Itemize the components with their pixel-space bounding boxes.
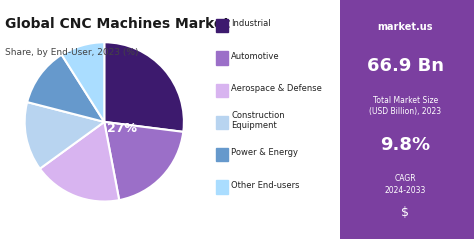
- Text: Construction
Equipment: Construction Equipment: [231, 111, 285, 130]
- Text: 9.8%: 9.8%: [380, 136, 430, 154]
- Text: Power & Energy: Power & Energy: [231, 148, 298, 158]
- Text: Automotive: Automotive: [231, 52, 280, 61]
- Text: Aerospace & Defense: Aerospace & Defense: [231, 84, 322, 93]
- Text: CAGR
2024-2033: CAGR 2024-2033: [384, 174, 426, 195]
- Text: 27%: 27%: [107, 122, 137, 135]
- Text: Total Market Size
(USD Billion), 2023: Total Market Size (USD Billion), 2023: [369, 96, 441, 116]
- Text: Share, by End-User, 2023 (%): Share, by End-User, 2023 (%): [5, 48, 138, 57]
- Wedge shape: [25, 102, 104, 169]
- Text: market.us: market.us: [377, 22, 433, 32]
- Text: Other End-users: Other End-users: [231, 181, 300, 190]
- Wedge shape: [27, 55, 104, 122]
- Text: 66.9 Bn: 66.9 Bn: [367, 57, 444, 75]
- Text: Global CNC Machines Market: Global CNC Machines Market: [5, 17, 230, 31]
- Text: $: $: [401, 206, 409, 218]
- Wedge shape: [40, 122, 119, 201]
- Text: Industrial: Industrial: [231, 19, 271, 28]
- Wedge shape: [104, 122, 183, 200]
- Wedge shape: [104, 42, 184, 132]
- Wedge shape: [62, 42, 104, 122]
